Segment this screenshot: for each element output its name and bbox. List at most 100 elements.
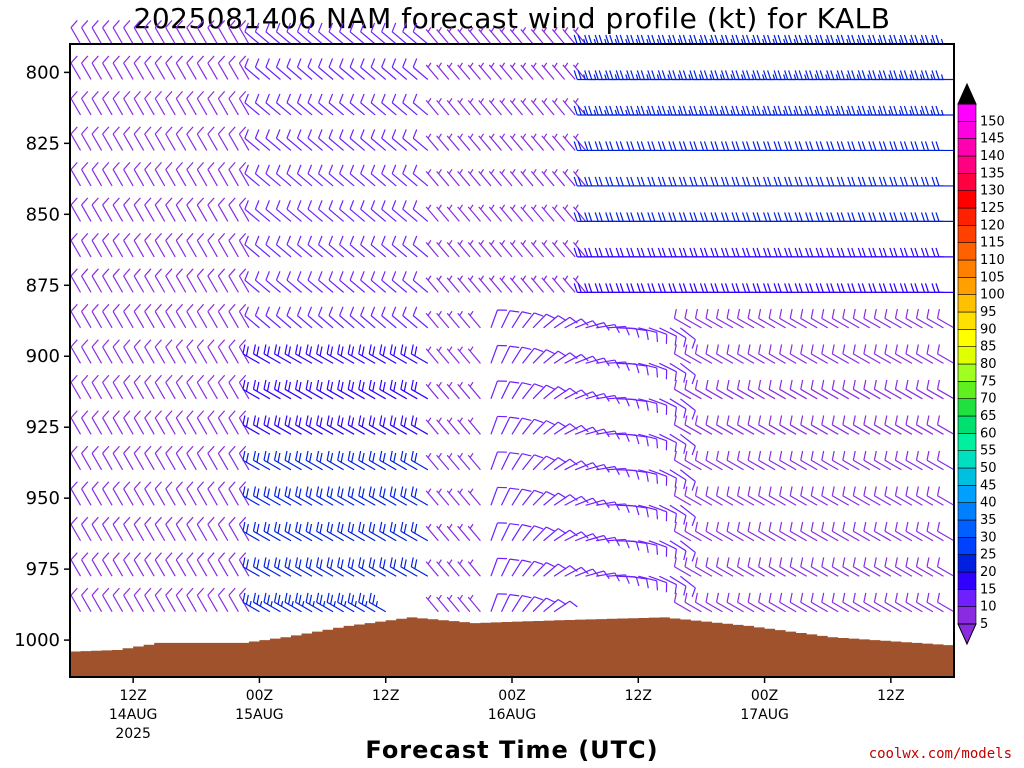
- wind-barb: [551, 204, 566, 222]
- wind-barb: [347, 557, 365, 577]
- wind-barb: [273, 486, 292, 506]
- wind-barb: [228, 55, 239, 80]
- wind-barb: [737, 379, 755, 400]
- colorbar-swatch: [957, 190, 977, 209]
- wind-barb: [737, 521, 755, 542]
- wind-barb: [70, 339, 82, 364]
- wind-barb: [436, 523, 450, 542]
- wind-barb: [275, 58, 292, 80]
- wind-barb: [446, 417, 460, 435]
- wind-barb: [123, 55, 134, 80]
- wind-barb: [381, 164, 397, 187]
- wind-barb: [705, 521, 723, 542]
- wind-barb: [905, 486, 923, 506]
- wind-barb: [175, 516, 187, 542]
- wind-barb: [884, 379, 902, 400]
- wind-barb: [478, 62, 492, 80]
- wind-barb: [228, 410, 239, 435]
- wind-barb: [70, 197, 82, 222]
- wind-barb: [936, 344, 955, 364]
- wind-barb: [70, 232, 82, 258]
- wind-barb: [175, 303, 187, 329]
- wind-barb: [307, 164, 323, 187]
- wind-barb: [381, 235, 397, 258]
- wind-barb: [286, 129, 302, 151]
- x-tick-time: 12Z: [877, 688, 904, 704]
- wind-barb: [446, 98, 460, 116]
- wind-barb: [284, 592, 302, 613]
- wind-barb: [81, 126, 92, 151]
- wind-barb: [326, 415, 344, 435]
- wind-barb: [673, 521, 692, 542]
- wind-barb: [217, 339, 229, 364]
- wind-barb: [244, 306, 260, 329]
- wind-barb: [425, 98, 439, 116]
- wind-barb: [217, 303, 229, 329]
- wind-barb: [328, 235, 345, 258]
- wind-barb: [358, 379, 376, 400]
- wind-barb: [242, 521, 260, 542]
- wind-barb: [511, 524, 532, 542]
- wind-barb: [368, 379, 387, 400]
- wind-barb: [926, 308, 944, 329]
- wind-barb: [532, 384, 556, 400]
- wind-barb: [358, 450, 376, 471]
- x-tick-date: 16AUG: [488, 707, 537, 723]
- wind-barb: [273, 379, 292, 400]
- wind-barb: [758, 450, 776, 471]
- wind-barb: [500, 558, 520, 577]
- wind-barb: [144, 445, 155, 471]
- wind-barb: [488, 204, 502, 222]
- wind-barb: [391, 235, 408, 258]
- wind-barb: [705, 308, 723, 329]
- wind-barb: [70, 552, 82, 577]
- wind-barb: [186, 126, 197, 151]
- wind-barb: [207, 339, 218, 364]
- wind-barb: [295, 415, 313, 435]
- wind-barb: [196, 20, 208, 45]
- wind-barb: [478, 168, 492, 187]
- wind-barb: [284, 486, 302, 506]
- wind-barb: [931, 283, 954, 293]
- wind-barb: [112, 20, 124, 45]
- wind-barb: [800, 557, 818, 577]
- wind-barb: [165, 339, 176, 364]
- wind-barb: [457, 488, 471, 506]
- wind-barb: [305, 521, 323, 542]
- wind-barb: [905, 592, 923, 613]
- wind-barb: [467, 275, 481, 293]
- wind-barb: [499, 133, 513, 151]
- wind-barb: [551, 239, 566, 258]
- wind-barb: [905, 379, 923, 400]
- wind-barb: [789, 308, 807, 329]
- wind-barb: [737, 450, 755, 471]
- wind-barb: [680, 504, 696, 527]
- wind-barb: [457, 239, 471, 258]
- wind-barb: [284, 379, 302, 400]
- wind-barb: [328, 93, 345, 116]
- wind-barb: [317, 306, 334, 329]
- colorbar-label: 45: [980, 478, 997, 493]
- wind-barb: [467, 168, 481, 187]
- wind-barb: [207, 374, 218, 400]
- wind-barb: [490, 522, 507, 541]
- wind-barb: [627, 327, 649, 340]
- wind-barb: [926, 379, 944, 400]
- wind-barb: [648, 504, 668, 522]
- wind-barb: [831, 521, 850, 542]
- wind-barb: [564, 566, 589, 577]
- wind-barb: [207, 303, 218, 329]
- wind-barb: [368, 486, 387, 506]
- wind-barb: [457, 452, 471, 471]
- wind-barb: [400, 379, 418, 400]
- wind-barb: [91, 55, 103, 80]
- wind-barb: [305, 344, 323, 364]
- wind-barb: [648, 540, 668, 557]
- wind-barb: [254, 164, 271, 187]
- wind-barb: [154, 339, 166, 364]
- wind-barb: [747, 415, 765, 435]
- wind-barb: [789, 379, 807, 400]
- wind-barb: [286, 271, 302, 293]
- wind-barb: [70, 55, 82, 80]
- wind-barb: [402, 271, 418, 293]
